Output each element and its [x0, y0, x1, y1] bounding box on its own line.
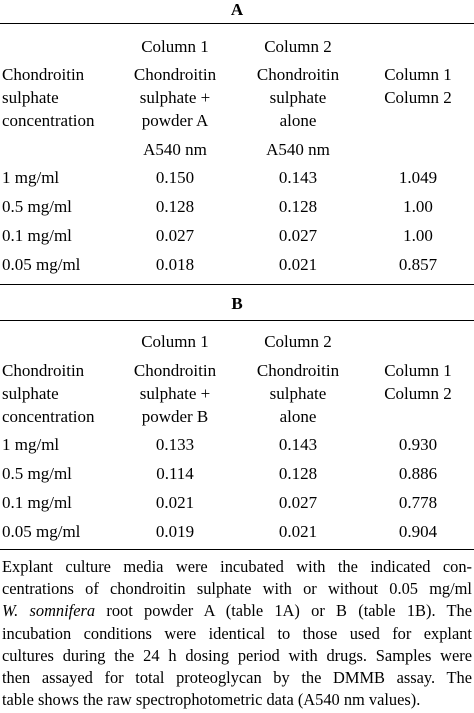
panel-b-col2-description-line: alone: [279, 407, 317, 426]
panel-b-row-ratio-value: 0.886: [398, 464, 438, 483]
footnote-line: incubation conditions were identical to …: [2, 623, 472, 643]
panel-b-row-col2-value: 0.021: [278, 522, 318, 541]
panel-a-row-concentration: 0.05 mg/ml: [2, 255, 81, 274]
panel-a-col2-description-line: sulphate: [269, 88, 327, 107]
panel-a-row-col2-value: 0.021: [278, 255, 318, 274]
panel-a-col1-description-line: Chondroitin: [133, 65, 217, 84]
panel-b-col2-description-line: sulphate: [269, 384, 327, 403]
footnote-line: table shows the raw spectrophotometric d…: [2, 690, 421, 710]
panel-b-row-col2-value: 0.027: [278, 493, 318, 512]
panel-b-row-concentration: 0.1 mg/ml: [2, 493, 72, 512]
panel-a-row-concentration: 0.5 mg/ml: [2, 197, 72, 216]
panel-b-row-col1-value: 0.021: [155, 493, 195, 512]
panel-b-ratio-description-line: Column 2: [384, 384, 452, 403]
panel-b-row-col1-value: 0.133: [155, 435, 195, 454]
panel-a-row-concentration: 0.1 mg/ml: [2, 226, 72, 245]
panel-a-top-rule: [0, 23, 474, 24]
panel-b-row-concentration: 1 mg/ml: [2, 435, 60, 454]
panel-a-ratio-description-line: Column 1: [384, 65, 452, 84]
panel-b-col1-description: Chondroitin sulphate + powder B: [118, 359, 232, 428]
panel-b-row-col1-value: 0.114: [156, 464, 194, 483]
panel-b-row-concentration: 0.05 mg/ml: [2, 522, 81, 541]
panel-b-col2-description-line: Chondroitin: [256, 361, 340, 380]
table-footnote: Explant culture media were incubated wit…: [2, 556, 472, 711]
panel-b-col1-description-line: powder B: [141, 407, 209, 426]
panel-b-label: B: [231, 294, 243, 313]
panel-a-col2-unit: A540 nm: [266, 140, 330, 159]
footnote-line: cultures during the 24 h dosing period w…: [2, 645, 472, 665]
footnote-line: centrations of chondroitin sulphate with…: [2, 579, 472, 599]
footnote-species-name: W. somnifera: [2, 601, 96, 621]
panel-a-bottom-rule: [0, 284, 474, 285]
panel-b-row-col2-value: 0.128: [278, 464, 318, 483]
footnote-line: W. somnifera root powder A (table 1A) or…: [2, 600, 472, 622]
panel-a-row-col2-value: 0.027: [278, 226, 318, 245]
panel-b-row-ratio-value: 0.778: [398, 493, 438, 512]
panel-a-col2-description-line: alone: [279, 111, 317, 130]
panel-a-ratio-description-line: Column 2: [384, 88, 452, 107]
panel-a-label: A: [230, 0, 244, 19]
panel-b-row-ratio-value: 0.930: [398, 435, 438, 454]
panel-b-row-col1-value: 0.019: [155, 522, 195, 541]
panel-a-col1-description-line: sulphate +: [139, 88, 211, 107]
panel-b-row-concentration: 0.5 mg/ml: [2, 464, 72, 483]
panel-b-ratio-description-line: Column 1: [384, 361, 452, 380]
footnote-line: then assayed for total proteoglycan by t…: [2, 668, 472, 688]
panel-a-col1-description-line: powder A: [141, 111, 209, 130]
panel-a-row-ratio-value: 1.00: [403, 226, 433, 245]
panel-a-column-1-header: Column 1: [141, 37, 209, 56]
panel-a-row-concentration: 1 mg/ml: [2, 168, 60, 187]
panel-b-top-rule: [0, 320, 474, 321]
footnote-line: Explant culture media were incubated wit…: [2, 557, 472, 576]
panel-a-row-ratio-value: 1.00: [403, 197, 433, 216]
panel-b-column-2-header: Column 2: [264, 332, 332, 351]
panel-a-col2-description-line: Chondroitin: [256, 65, 340, 84]
panel-a-concentration-header-line: Chondroitin: [2, 65, 85, 84]
panel-a-row-col2-value: 0.128: [278, 197, 318, 216]
panel-a-row-col1-value: 0.018: [155, 255, 195, 274]
panel-a-row-ratio-value: 0.857: [398, 255, 438, 274]
panel-b-col2-description: Chondroitin sulphate alone: [240, 359, 356, 428]
panel-b-col1-description-line: Chondroitin: [133, 361, 217, 380]
panel-b-row-col2-value: 0.143: [278, 435, 318, 454]
panel-b-row-ratio-value: 0.904: [398, 522, 438, 541]
panel-a-concentration-header: Chondroitin sulphate concentration: [2, 63, 122, 132]
panel-a-row-col1-value: 0.150: [155, 168, 195, 187]
panel-a-ratio-description: Column 1 Column 2: [362, 63, 474, 109]
panel-a-col1-description: Chondroitin sulphate + powder A: [118, 63, 232, 132]
footnote-line-rest: root powder A (table 1A) or B (table 1B)…: [95, 601, 472, 621]
panel-a-row-col1-value: 0.027: [155, 226, 195, 245]
panel-b-concentration-header-line: concentration: [2, 407, 95, 426]
panel-b-concentration-header-line: sulphate: [2, 384, 59, 403]
panel-a-row-col2-value: 0.143: [278, 168, 318, 187]
panel-a-row-ratio-value: 1.049: [398, 168, 438, 187]
panel-a-row-col1-value: 0.128: [155, 197, 195, 216]
panel-a-concentration-header-line: concentration: [2, 111, 95, 130]
panel-a-concentration-header-line: sulphate: [2, 88, 59, 107]
panel-b-column-1-header: Column 1: [141, 332, 209, 351]
panel-a-col1-unit: A540 nm: [143, 140, 207, 159]
panel-a-col2-description: Chondroitin sulphate alone: [240, 63, 356, 132]
panel-b-concentration-header-line: Chondroitin: [2, 361, 85, 380]
panel-b-ratio-description: Column 1 Column 2: [362, 359, 474, 405]
panel-b-concentration-header: Chondroitin sulphate concentration: [2, 359, 122, 428]
panel-b-col1-description-line: sulphate +: [139, 384, 211, 403]
panel-a-column-2-header: Column 2: [264, 37, 332, 56]
panel-b-bottom-rule: [0, 549, 474, 550]
